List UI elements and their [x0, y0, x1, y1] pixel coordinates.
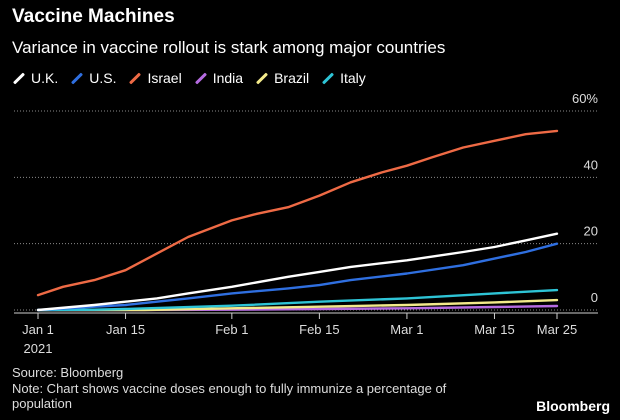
- x-tick-label: Mar 15: [474, 322, 514, 337]
- legend-item: Brazil: [255, 70, 309, 86]
- footnote: Note: Chart shows vaccine doses enough t…: [12, 381, 447, 411]
- legend-label: India: [212, 70, 244, 86]
- x-tick-label: Jan 15: [106, 322, 145, 337]
- y-tick-label: 60%: [572, 91, 598, 106]
- x-tick-label: Mar 1: [390, 322, 423, 337]
- chart-title: Vaccine Machines: [12, 6, 175, 27]
- x-tick-label: Feb 15: [299, 322, 339, 337]
- legend-label: Brazil: [274, 70, 310, 86]
- legend-label: Italy: [340, 70, 366, 86]
- x-tick-label: Jan 1: [22, 322, 54, 337]
- legend-item: India: [194, 70, 243, 86]
- legend-label: U.S.: [89, 70, 117, 86]
- source-note: Source: Bloomberg: [12, 365, 124, 380]
- x-tick-sublabel: 2021: [24, 341, 53, 356]
- legend-label: U.K.: [31, 70, 59, 86]
- series-line-israel: [36, 129, 559, 297]
- legend: U.K. U.S. Israel India Brazil Italy: [12, 70, 366, 86]
- legend-item: U.K.: [12, 70, 58, 86]
- bloomberg-logo: Bloomberg: [536, 398, 610, 414]
- series-line-brazil: [36, 298, 559, 312]
- y-tick-label: 20: [584, 224, 598, 239]
- series-line-uk: [36, 232, 559, 312]
- series-line-us: [36, 242, 559, 312]
- y-tick-label: 0: [591, 290, 598, 305]
- x-tick-label: Feb 1: [215, 322, 248, 337]
- x-tick-label: Mar 25: [537, 322, 577, 337]
- legend-item: U.S.: [70, 70, 116, 86]
- line-chart: 0 20 40 60% Jan 1 2021 Jan 15 Feb 1 Feb 15 Mar 1 M…: [14, 91, 598, 356]
- chart-subtitle: Variance in vaccine rollout is stark amo…: [12, 38, 446, 57]
- y-tick-label: 40: [584, 157, 598, 172]
- legend-label: Israel: [147, 70, 182, 86]
- series-line-italy: [36, 288, 559, 312]
- legend-item: Israel: [128, 70, 182, 86]
- legend-item: Italy: [321, 70, 366, 86]
